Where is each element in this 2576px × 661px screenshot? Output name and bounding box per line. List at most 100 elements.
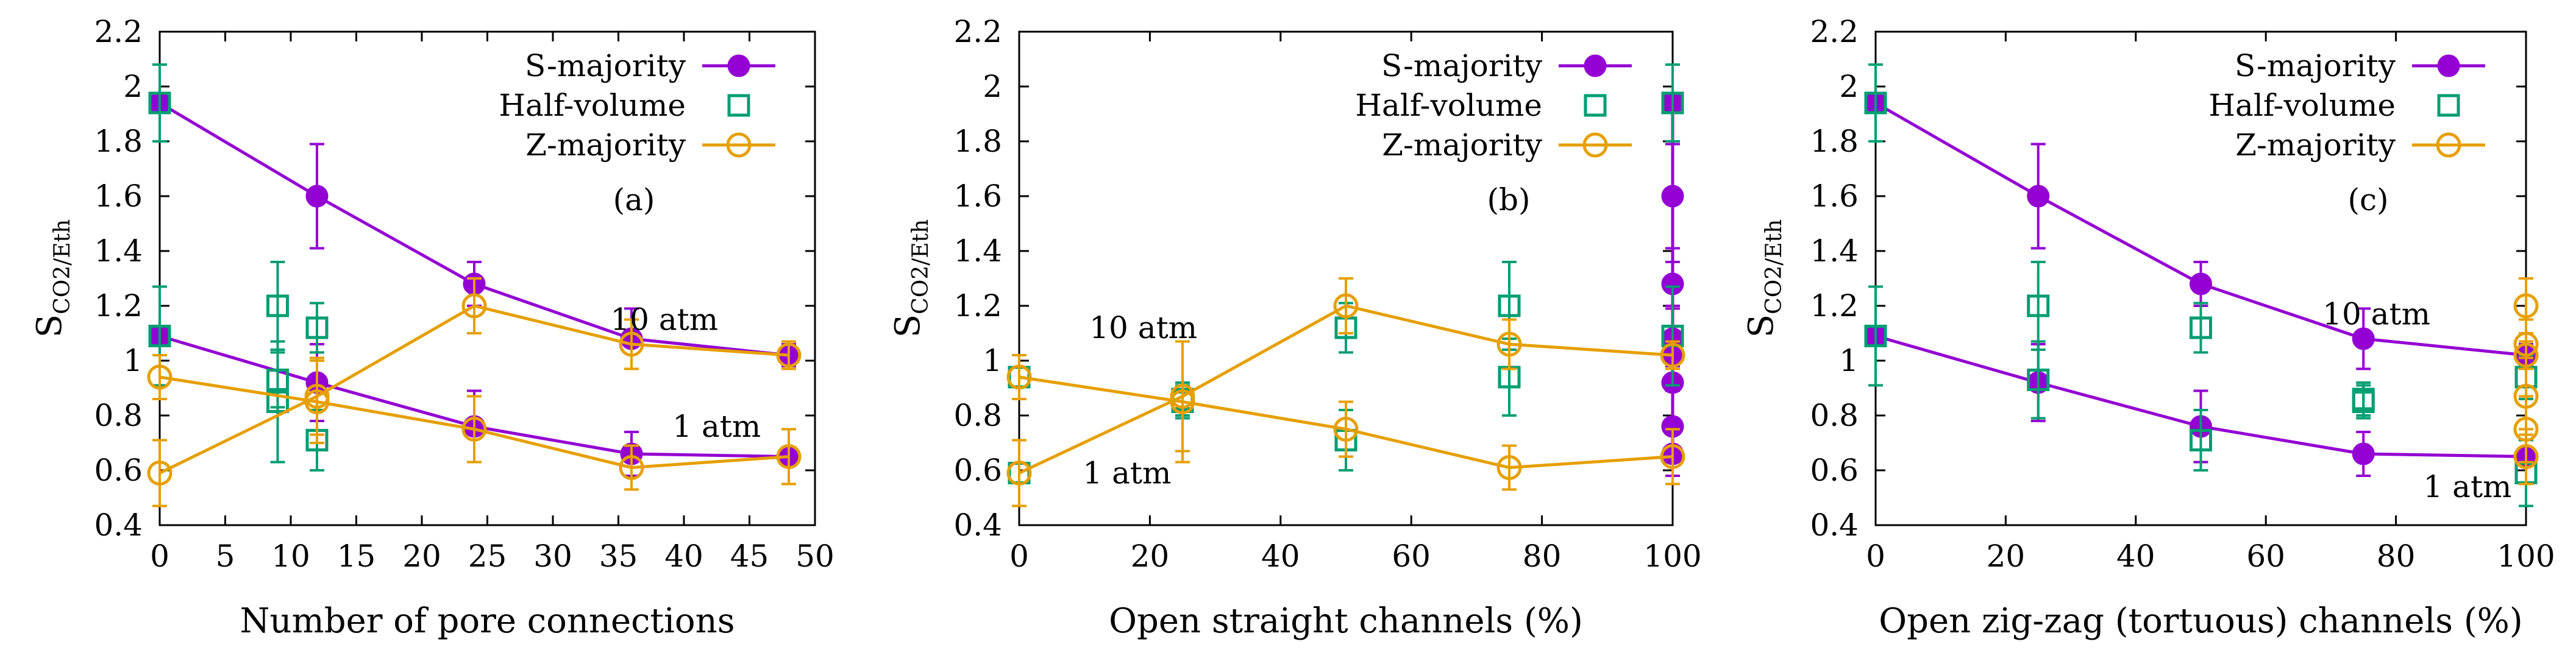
data-point [1661,143,1684,250]
x-tick-label: 20 [1131,539,1170,574]
y-tick-label: 1 [983,343,1002,378]
data-point-marker [1864,325,1887,347]
legend-item-z-majority: Z-majority [525,127,775,163]
data-point-marker [1498,294,1521,317]
x-tick-label: 100 [1643,539,1701,574]
data-point [1864,63,1887,143]
x-tick-label: 10 [271,539,310,574]
x-tick-label: 60 [2246,539,2285,574]
y-tick-label: 2.2 [94,14,143,49]
data-point [1333,277,1359,334]
data-point-marker [148,91,171,115]
x-tick-label: 50 [795,539,834,574]
chart-panel-3: 0.4 0.6 0.8 1 1.2 1.4 1.6 1.8 2 2.2 0 20 40 60 80 100 Op… [1742,14,2555,641]
data-point-marker [305,185,329,208]
data-point [1496,318,1522,370]
data-point [619,444,644,491]
y-axis-label: SCO2/Eth [888,219,933,338]
legend-label: Z-majority [525,127,686,163]
data-point [461,395,487,464]
annotation-10-atm: 10 atm [610,302,718,338]
data-point [2027,261,2050,351]
data-point [2027,340,2050,420]
y-tick-label: 1.4 [953,233,1002,269]
x-tick-label: 60 [1392,539,1431,574]
data-point-marker [461,417,487,442]
legend-item-s-majority: S-majority [1381,48,1632,83]
legend-item-z-majority: Z-majority [2235,127,2485,163]
data-point-marker [2190,272,2212,295]
y-axis-label: SCO2/Eth [30,219,75,338]
series-half-volume-10-atm [1008,63,1684,417]
data-point-marker [147,461,173,486]
series-half-volume-extra [266,351,289,409]
data-point-marker [1864,91,1887,115]
y-tick-label: 1 [123,343,143,378]
y-tick-label: 2 [123,69,143,104]
data-point-marker [2190,429,2212,451]
data-point [148,63,171,143]
y-tick-label: 1.4 [94,233,143,269]
legend-item-half-volume: Half-volume [499,88,750,123]
chart-panel-2: 0.4 0.6 0.8 1 1.2 1.4 1.6 1.8 2 2.2 0 20 40 60 80 100 Op… [888,14,1702,641]
legend-item-half-volume: Half-volume [2208,88,2460,123]
annotation-1-atm: 1 atm [672,409,761,444]
data-point [2352,431,2375,477]
data-point-marker [305,316,329,339]
y-tick-label: 1.6 [94,179,143,214]
y-axis-label-subscript: CO2/Eth [50,219,75,314]
data-point [2513,428,2539,486]
legend-marker [2437,54,2460,77]
data-point-marker [2027,185,2050,208]
data-point-marker [2513,293,2539,319]
y-tick-label: 2 [983,69,1002,104]
y-tick-label: 2.2 [1810,14,1859,49]
data-point [1006,439,1032,507]
data-point-marker [776,342,802,368]
plot-frame [158,30,816,526]
data-point [2190,302,2212,354]
x-tick-label: 5 [216,539,235,574]
data-point [2190,409,2212,472]
data-point-marker [2513,444,2539,469]
data-point-marker [2027,369,2050,391]
data-point-marker [1661,91,1684,115]
data-point-marker [1170,389,1195,414]
data-point-marker [2190,316,2212,339]
y-tick-label: 2 [1839,69,1859,104]
x-tick-label: 100 [2497,539,2555,574]
data-point-marker [1660,444,1685,469]
y-tick-label: 1.8 [1810,124,1859,159]
y-tick-label: 1.6 [953,179,1002,214]
data-point [776,428,802,486]
legend-marker [2436,132,2461,158]
data-point [1333,400,1359,458]
data-point-marker [1496,331,1522,357]
annotation-10-atm: 10 atm [1089,310,1197,345]
y-tick-label: 0.6 [953,453,1002,488]
data-point-marker [147,364,173,390]
y-tick-label: 2.2 [953,14,1002,49]
data-point [2027,143,2050,250]
y-tick-label: 0.8 [1810,398,1859,433]
y-tick-label: 1.2 [953,288,1002,323]
legend-item-s-majority: S-majority [525,48,775,83]
data-point [2190,261,2212,307]
data-point [1661,63,1684,143]
data-point [2352,307,2375,370]
legend-marker [726,132,752,158]
x-axis-label: Open straight channels (%) [1109,601,1583,641]
x-tick-label: 40 [664,539,703,574]
x-tick-label: 25 [468,539,507,574]
legend-item-half-volume: Half-volume [1355,88,1607,123]
legend: S-majority Half-volume Z-majority [499,48,775,163]
legend-label: S-majority [1381,48,1543,83]
data-point-marker [2027,294,2050,317]
y-tick-label: 1.2 [94,288,143,323]
x-tick-label: 0 [150,539,169,574]
x-tick-label: 40 [1261,539,1300,574]
data-point [2352,384,2375,420]
data-point [1170,340,1195,464]
